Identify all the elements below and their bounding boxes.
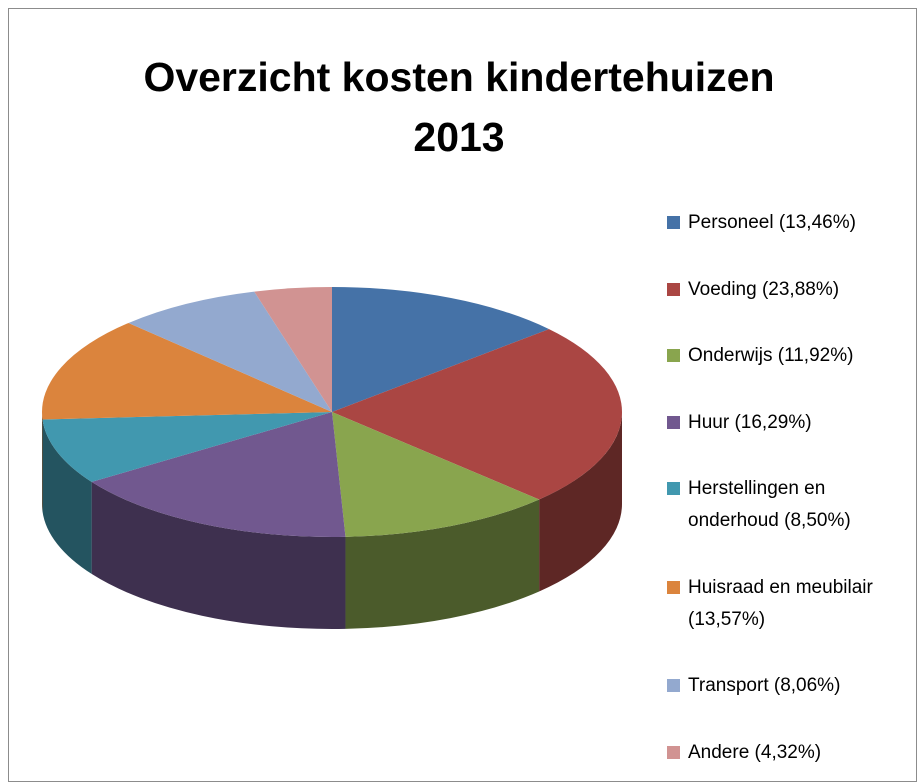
pie-slice bbox=[332, 329, 623, 500]
pie-slice bbox=[42, 322, 333, 420]
pie-slice bbox=[42, 412, 332, 482]
pie-slice-side bbox=[91, 481, 346, 630]
legend-entry: Huisraad en meubilair (13,57%) bbox=[667, 572, 907, 636]
pie-chart bbox=[42, 287, 623, 630]
pie-slice bbox=[332, 287, 550, 412]
legend-entry: Transport (8,06%) bbox=[667, 670, 907, 702]
legend-swatch bbox=[667, 415, 680, 429]
legend-label: Andere (4,32%) bbox=[688, 741, 822, 763]
legend-label: Onderwijs (11,92%) bbox=[688, 345, 854, 367]
pie-slice bbox=[332, 412, 540, 537]
legend-swatch bbox=[667, 580, 680, 594]
legend-swatch bbox=[667, 745, 680, 759]
chart-frame: Overzicht kosten kindertehuizen 2013 Per… bbox=[8, 8, 917, 782]
legend-label: Voeding (23,88%) bbox=[688, 278, 840, 300]
legend-swatch bbox=[667, 216, 680, 229]
legend-label: Transport (8,06%) bbox=[688, 675, 841, 697]
legend-swatch bbox=[667, 282, 680, 296]
legend-entry: Huur (16,29%) bbox=[667, 407, 907, 439]
legend-entry: Andere (4,32%) bbox=[667, 737, 907, 769]
legend-label: Herstellingen en onderhoud (8,50%) bbox=[688, 478, 851, 532]
legend-entry: Herstellingen en onderhoud (8,50%) bbox=[667, 473, 907, 537]
pie-slice-side bbox=[345, 499, 540, 629]
legend-label: Huisraad en meubilair (13,57%) bbox=[688, 576, 873, 630]
legend-swatch bbox=[667, 679, 680, 693]
legend-entry: Personeel (13,46%) bbox=[667, 207, 907, 239]
pie-slice bbox=[128, 291, 332, 412]
legend: Personeel (13,46%) Voeding (23,88%) Onderw… bbox=[667, 207, 907, 769]
legend-entry: Voeding (23,88%) bbox=[667, 274, 907, 306]
pie-slice-side bbox=[539, 412, 622, 592]
pie-slice-side bbox=[42, 412, 43, 512]
legend-swatch bbox=[667, 349, 680, 363]
legend-entry: Onderwijs (11,92%) bbox=[667, 340, 907, 372]
pie-slice bbox=[254, 287, 332, 412]
pie-slice bbox=[91, 412, 346, 538]
legend-label: Personeel (13,46%) bbox=[688, 212, 856, 233]
legend-label: Huur (16,29%) bbox=[688, 411, 812, 433]
legend-swatch bbox=[667, 482, 680, 496]
chart-title: Overzicht kosten kindertehuizen 2013 bbox=[143, 54, 775, 160]
pie-slice-side bbox=[42, 419, 92, 574]
